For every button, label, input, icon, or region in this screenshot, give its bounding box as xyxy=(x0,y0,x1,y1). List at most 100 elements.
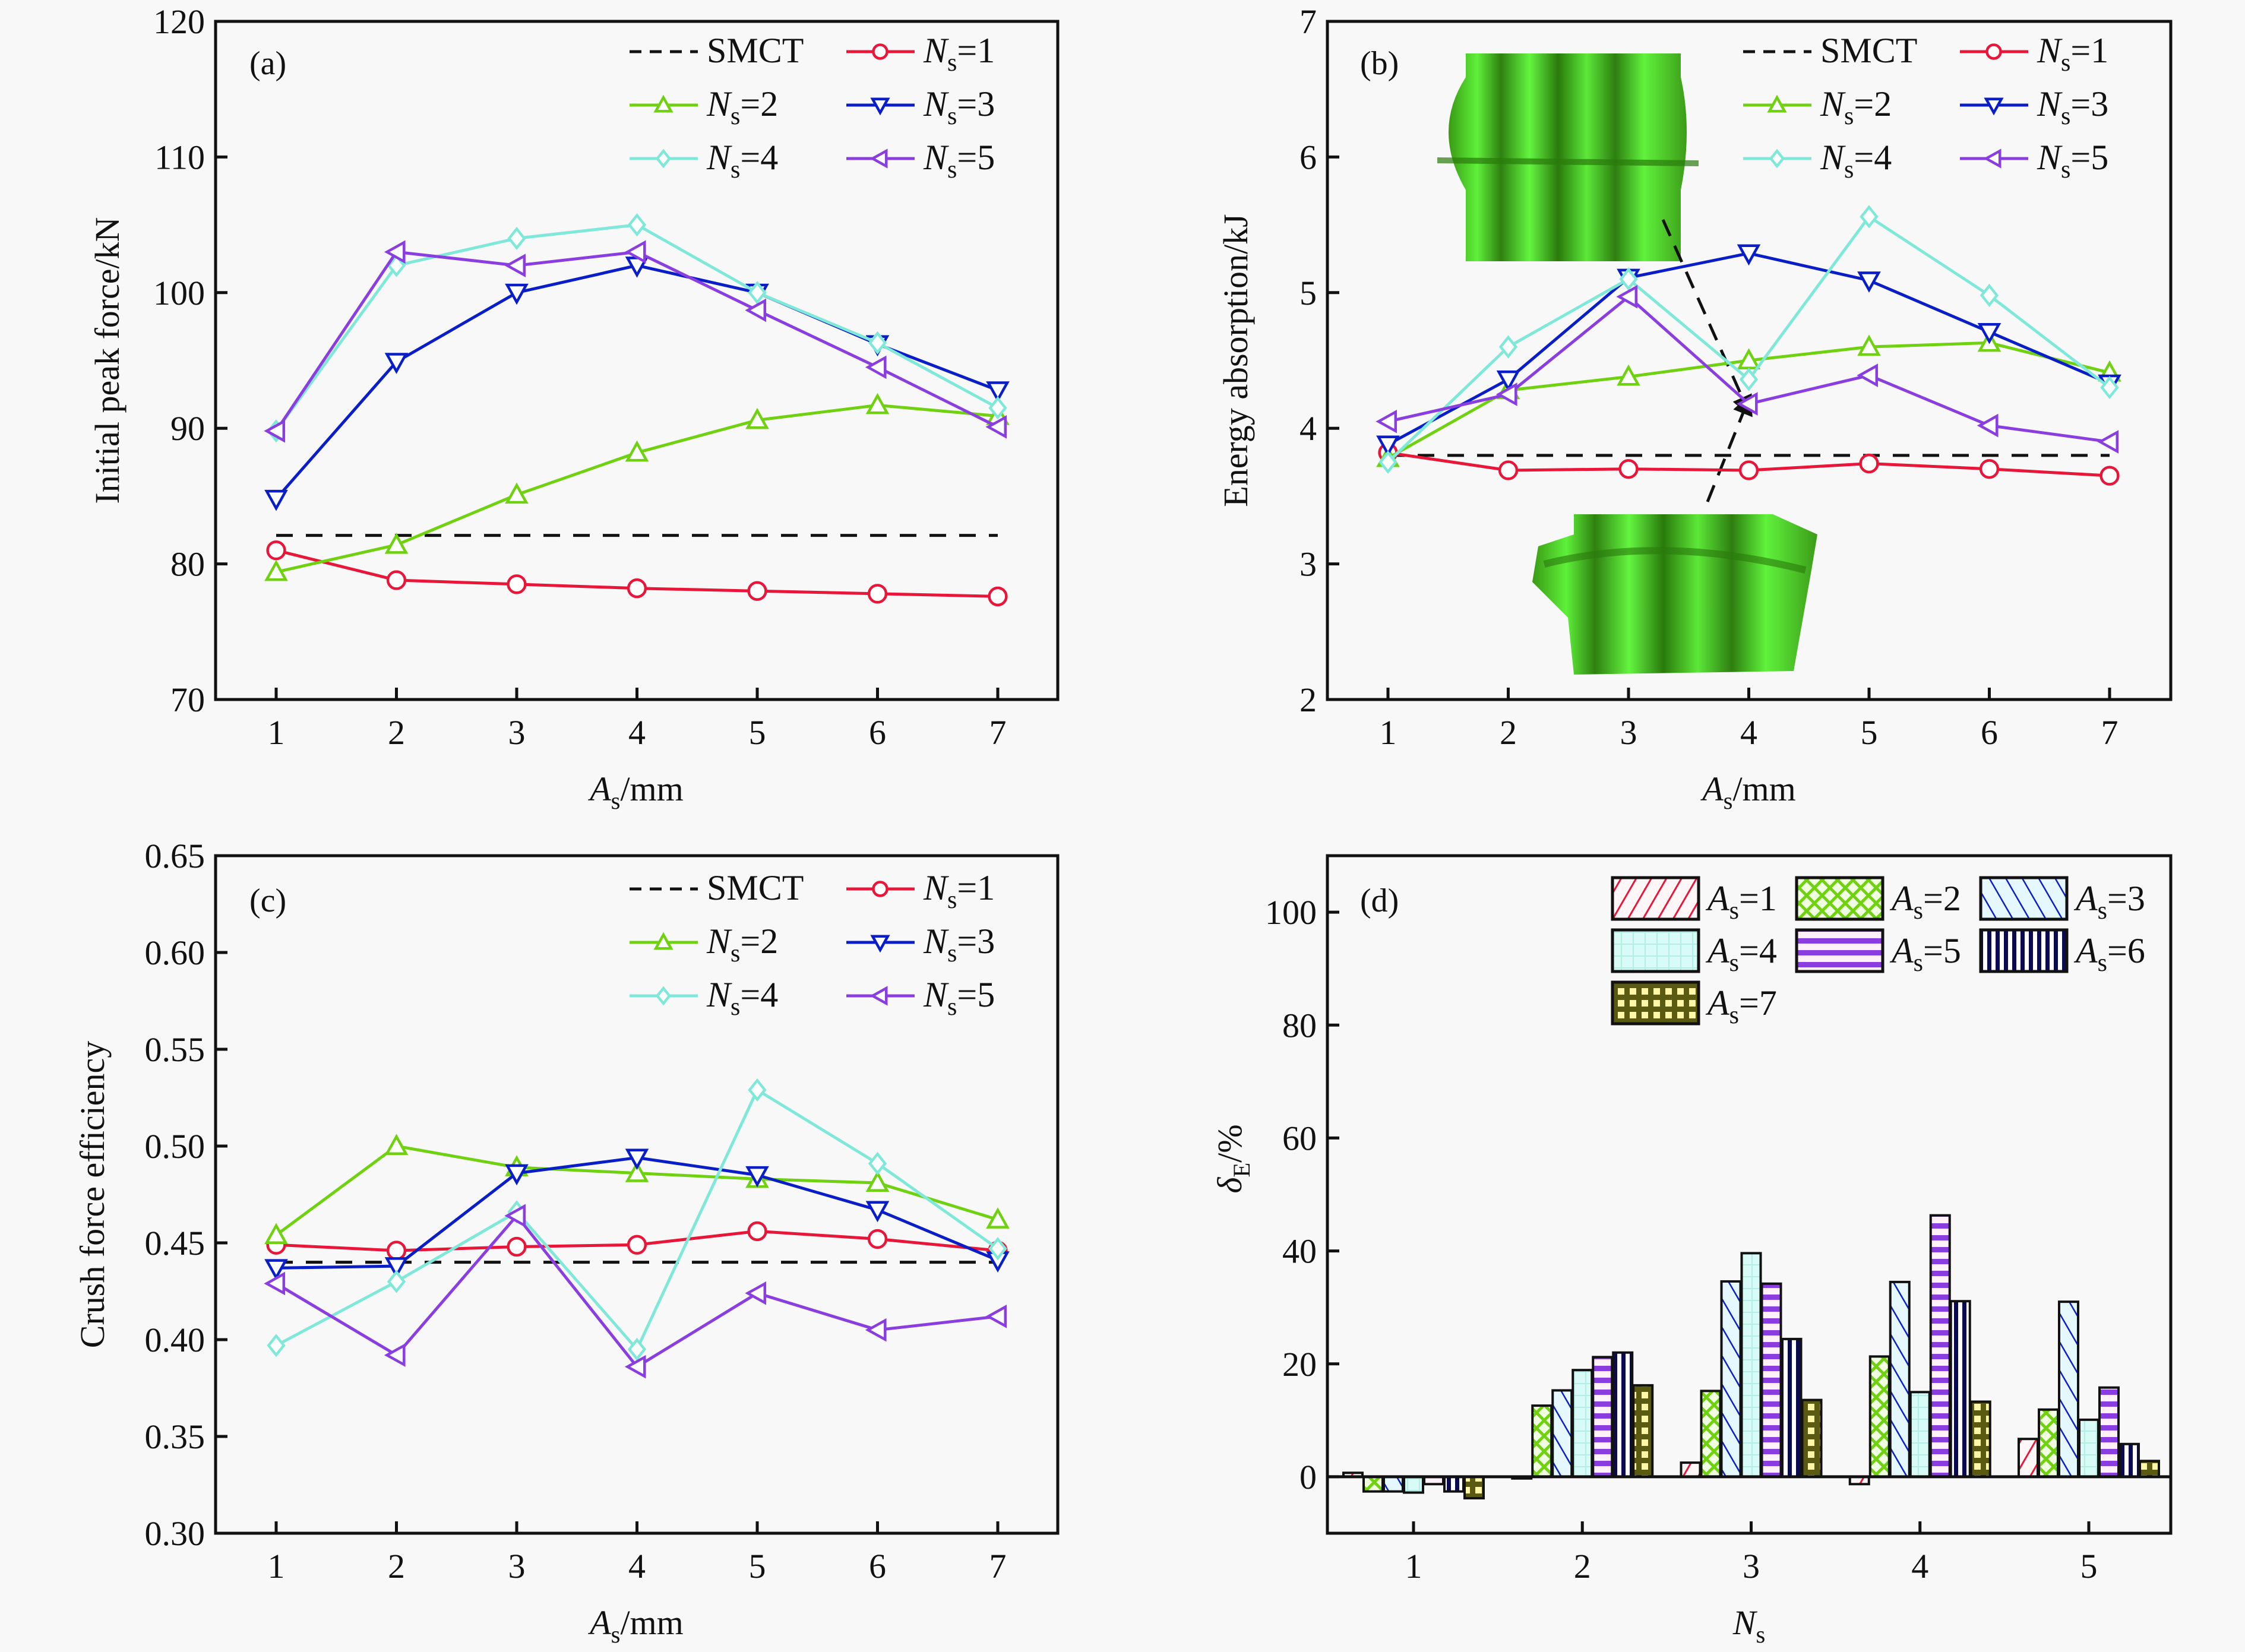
x-tick-label: 5 xyxy=(1861,713,1878,752)
y-tick-label: 110 xyxy=(154,138,205,176)
series-ns-5 xyxy=(264,240,1007,443)
panel-label: (d) xyxy=(1360,882,1399,919)
y-tick-label: 0.65 xyxy=(145,837,205,875)
bar xyxy=(1443,1475,1465,1493)
x-tick-label: 3 xyxy=(508,713,526,752)
y-axis-label-text: δE/% xyxy=(1210,1124,1255,1193)
y-tick-label: 0.50 xyxy=(145,1127,205,1166)
x-tick-label: 1 xyxy=(1380,713,1397,752)
marker-triangle-left xyxy=(2097,430,2119,454)
marker-circle xyxy=(872,881,888,897)
y-tick-label: 60 xyxy=(1282,1119,1317,1157)
legend-label: As=3 xyxy=(2073,879,2145,925)
marker-triangle-down xyxy=(1857,271,1881,293)
bar xyxy=(1781,1337,1803,1478)
x-tick-label: 7 xyxy=(989,1547,1007,1585)
y-tick-label: 0.45 xyxy=(145,1224,205,1262)
y-tick-label: 80 xyxy=(1282,1006,1317,1045)
x-axis-label: As/mm xyxy=(587,1603,684,1648)
marker-circle xyxy=(867,1229,888,1249)
marker-triangle-left xyxy=(624,240,646,264)
marker-triangle-up xyxy=(625,1161,649,1182)
legend-swatch xyxy=(1611,876,1700,921)
bar-series-as-4 xyxy=(1403,1252,2099,1494)
marker-triangle-left xyxy=(985,1305,1007,1328)
marker-triangle-down xyxy=(870,97,890,116)
panel-a-initial-peak-force: 70 80 90 100 110 120 1 2 3 4 5 6 7 As/mm Initial peak … xyxy=(88,2,1060,814)
legend-swatch xyxy=(1979,928,2069,973)
marker-triangle-up xyxy=(1857,334,1881,356)
marker-diamond xyxy=(1739,368,1759,391)
marker-circle xyxy=(1498,460,1519,480)
inset-deformed-tube-bottom xyxy=(1532,514,1817,675)
bar xyxy=(2018,1438,2039,1478)
marker-triangle-up xyxy=(1617,364,1640,386)
marker-circle xyxy=(2099,466,2120,486)
series-ns-1 xyxy=(266,540,1008,607)
bar xyxy=(1463,1475,1485,1500)
marker-circle xyxy=(507,574,527,594)
marker-circle xyxy=(867,584,888,604)
marker-circle xyxy=(386,1240,407,1261)
bar xyxy=(1969,1400,1991,1478)
legend-label: Ns=2 xyxy=(706,84,778,130)
marker-triangle-left xyxy=(985,415,1007,439)
bar xyxy=(1383,1475,1404,1493)
marker-triangle-left xyxy=(1736,392,1758,416)
marker-triangle-down xyxy=(384,1257,409,1278)
marker-triangle-up xyxy=(865,1170,890,1192)
legend-label: Ns=4 xyxy=(706,975,778,1021)
x-tick-label: 3 xyxy=(1743,1547,1760,1585)
marker-triangle-up xyxy=(264,1223,288,1245)
x-tick-label: 5 xyxy=(749,1547,766,1585)
marker-diamond xyxy=(748,281,767,305)
bar xyxy=(1909,1391,1931,1478)
y-axis-label: δE/% xyxy=(1210,1124,1255,1193)
y-tick-label: 7 xyxy=(1299,2,1317,41)
y-tick-label: 100 xyxy=(1265,893,1317,932)
x-tick-label: 4 xyxy=(1740,713,1757,752)
bar xyxy=(1362,1475,1384,1493)
marker-circle xyxy=(747,581,767,601)
bar xyxy=(1632,1384,1654,1478)
x-axis-label: As/mm xyxy=(1700,770,1796,814)
legend-label: Ns=1 xyxy=(2037,31,2108,77)
legend-swatch xyxy=(1979,876,2069,921)
series-line xyxy=(276,403,998,574)
x-tick-label: 3 xyxy=(1620,713,1637,752)
marker-diamond xyxy=(1498,335,1518,359)
panel-c-crush-force-efficiency: 0.30 0.35 0.40 0.45 0.50 0.55 0.60 0.65 1 2 3 4 5 6 7 A… xyxy=(73,837,1060,1648)
x-tick-label: 6 xyxy=(1981,713,1998,752)
bar xyxy=(1572,1369,1593,1478)
x-tick-label: 2 xyxy=(1574,1547,1591,1585)
legend-label: Ns=1 xyxy=(923,31,995,77)
x-tick-label: 4 xyxy=(628,1547,646,1585)
legend-label: Ns=4 xyxy=(1820,138,1892,183)
marker-circle xyxy=(1859,453,1879,474)
marker-triangle-up xyxy=(986,1207,1010,1229)
marker-triangle-left xyxy=(869,148,888,169)
y-tick-label: 4 xyxy=(1299,409,1317,448)
legend-label: As=2 xyxy=(1889,879,1961,925)
marker-circle xyxy=(507,1236,527,1257)
marker-diamond xyxy=(387,1270,406,1293)
marker-diamond xyxy=(627,1337,647,1361)
series-ns-3 xyxy=(264,257,1010,511)
marker-diamond xyxy=(507,226,526,251)
y-tick-label: 0.35 xyxy=(145,1417,205,1456)
y-tick-label: 0.55 xyxy=(145,1030,205,1069)
y-axis-label: Initial peak force/kN xyxy=(88,217,127,504)
bar xyxy=(1949,1300,1971,1478)
bar xyxy=(2118,1442,2140,1478)
marker-triangle-left xyxy=(1857,363,1879,387)
marker-triangle-left xyxy=(1616,284,1638,309)
legend-swatch xyxy=(1795,876,1884,921)
legend-label: As=1 xyxy=(1705,879,1777,925)
series-ns-1 xyxy=(1378,442,2120,486)
series-line xyxy=(275,264,998,500)
series-line xyxy=(275,1087,999,1352)
marker-triangle-up xyxy=(384,1134,409,1156)
x-tick-label: 7 xyxy=(989,713,1007,752)
legend-label: Ns=1 xyxy=(923,868,995,914)
marker-triangle-down xyxy=(505,283,529,305)
